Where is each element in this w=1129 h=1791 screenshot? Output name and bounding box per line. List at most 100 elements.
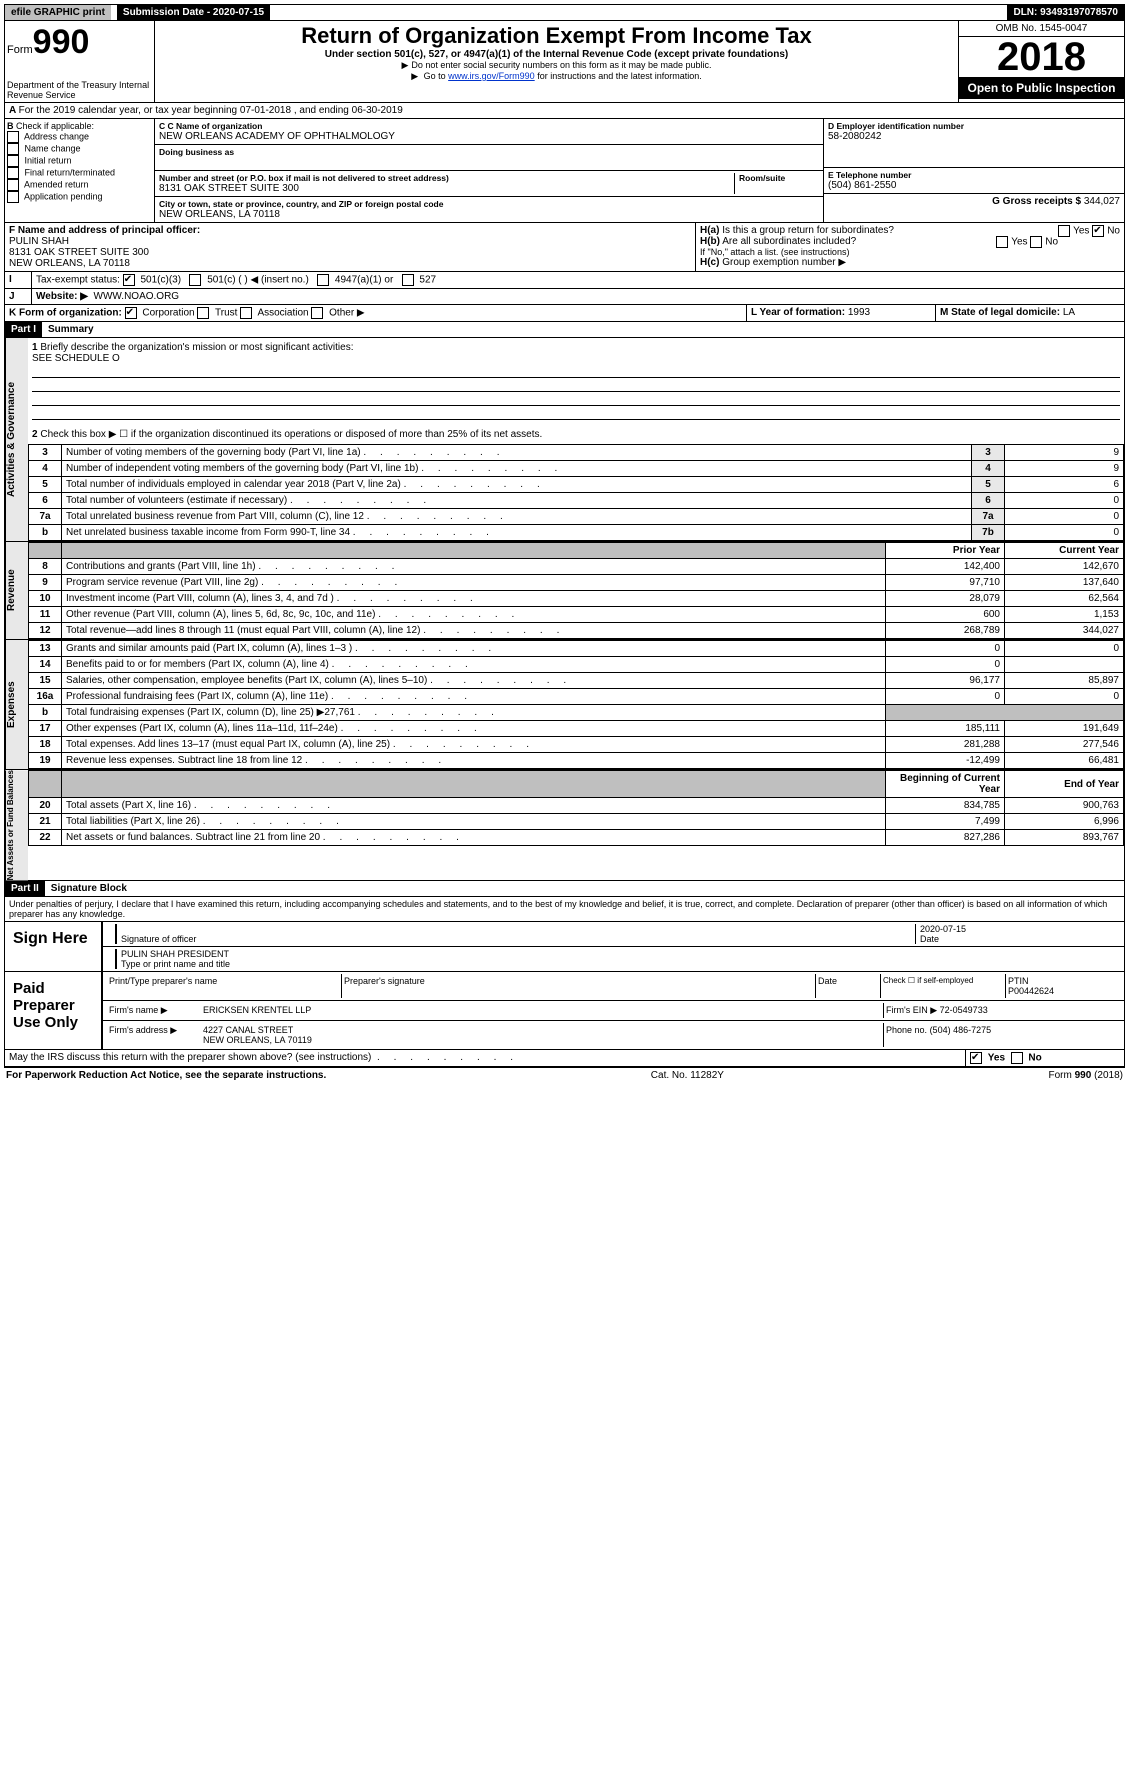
ein-label: D Employer identification number <box>828 121 964 131</box>
table-row: 3Number of voting members of the governi… <box>29 445 1124 461</box>
sign-here-block: Sign Here Signature of officer 2020-07-1… <box>4 922 1125 972</box>
vlabel-rev: Revenue <box>5 542 28 639</box>
form-header: Form990 Department of the Treasury Inter… <box>4 21 1125 103</box>
self-employed-check[interactable]: Check ☐ if self-employed <box>881 974 1006 998</box>
website: WWW.NOAO.ORG <box>94 291 180 302</box>
ha-text: Is this a group return for subordinates? <box>722 225 894 236</box>
prep-date-label: Date <box>816 974 881 998</box>
firm-phone: (504) 486-7275 <box>930 1025 992 1035</box>
city: NEW ORLEANS, LA 70118 <box>159 209 819 220</box>
k-assoc[interactable] <box>240 307 252 319</box>
table-row: 6Total number of volunteers (estimate if… <box>29 493 1124 509</box>
l2-text: Check this box ▶ ☐ if the organization d… <box>40 429 542 440</box>
table-row: 13Grants and similar amounts paid (Part … <box>29 641 1124 657</box>
table-row: 12Total revenue—add lines 8 through 11 (… <box>29 623 1124 639</box>
table-row: 17Other expenses (Part IX, column (A), l… <box>29 721 1124 737</box>
i-501c3[interactable] <box>123 274 135 286</box>
hb-text: Are all subordinates included? <box>722 236 856 247</box>
vlabel-na: Net Assets or Fund Balances <box>5 770 28 880</box>
form-subtitle: Under section 501(c), 527, or 4947(a)(1)… <box>159 49 954 60</box>
dept-treasury: Department of the Treasury Internal Reve… <box>7 80 152 100</box>
org-name-label: C C Name of organization <box>159 121 819 131</box>
b-opt-check[interactable] <box>7 131 19 143</box>
discuss-no[interactable] <box>1011 1052 1023 1064</box>
cat-no: Cat. No. 11282Y <box>651 1070 724 1081</box>
gross-label: G Gross receipts $ <box>992 196 1081 207</box>
page-footer: For Paperwork Reduction Act Notice, see … <box>4 1067 1125 1083</box>
firm-name-label: Firm's name ▶ <box>107 1003 201 1018</box>
phone: (504) 861-2550 <box>828 180 1120 191</box>
sign-here-label: Sign Here <box>5 922 101 971</box>
table-row: 20Total assets (Part X, line 16)834,7859… <box>29 798 1124 814</box>
domicile: LA <box>1063 307 1075 318</box>
line-a: A For the 2019 calendar year, or tax yea… <box>4 103 1125 119</box>
k-trust[interactable] <box>197 307 209 319</box>
expense-block: Expenses 13Grants and similar amounts pa… <box>4 640 1125 770</box>
col-b-checkboxes: B Check if applicable: Address change Na… <box>5 119 155 222</box>
city-label: City or town, state or province, country… <box>159 199 819 209</box>
i-4947[interactable] <box>317 274 329 286</box>
gross-receipts: 344,027 <box>1084 196 1120 207</box>
b-opt-check[interactable] <box>7 167 19 179</box>
officer-addr1: 8131 OAK STREET SUITE 300 <box>9 247 149 258</box>
table-row: bTotal fundraising expenses (Part IX, co… <box>29 705 1124 721</box>
hb-note: If "No," attach a list. (see instruction… <box>700 247 1120 257</box>
hb-yes[interactable] <box>996 236 1008 248</box>
tax-year: 2018 <box>959 37 1124 77</box>
form-ref: Form 990 (2018) <box>1049 1070 1123 1081</box>
b-opt-check[interactable] <box>7 155 19 167</box>
paid-preparer-block: Paid Preparer Use Only Print/Type prepar… <box>4 972 1125 1050</box>
street: 8131 OAK STREET SUITE 300 <box>159 183 734 194</box>
i-527[interactable] <box>402 274 414 286</box>
room-label: Room/suite <box>739 173 819 183</box>
ha-yes[interactable] <box>1058 225 1070 237</box>
form-number: Form990 <box>7 23 152 62</box>
k-corp[interactable] <box>125 307 137 319</box>
firm-addr-label: Firm's address ▶ <box>107 1023 201 1047</box>
ptin: P00442624 <box>1008 986 1054 996</box>
top-bar: efile GRAPHIC print Submission Date - 20… <box>4 4 1125 21</box>
table-row: 15Salaries, other compensation, employee… <box>29 673 1124 689</box>
table-row: 18Total expenses. Add lines 13–17 (must … <box>29 737 1124 753</box>
perjury-declaration: Under penalties of perjury, I declare th… <box>4 897 1125 922</box>
l1-value: SEE SCHEDULE O <box>32 353 120 364</box>
table-row: 11Other revenue (Part VIII, column (A), … <box>29 607 1124 623</box>
table-row: 7aTotal unrelated business revenue from … <box>29 509 1124 525</box>
table-row: 22Net assets or fund balances. Subtract … <box>29 830 1124 846</box>
officer-name: PULIN SHAH <box>9 236 69 247</box>
ssn-note: Do not enter social security numbers on … <box>159 60 954 71</box>
form-title: Return of Organization Exempt From Incom… <box>159 23 954 49</box>
revenue-block: Revenue Prior YearCurrent Year 8Contribu… <box>4 542 1125 640</box>
ha-no[interactable] <box>1092 225 1104 237</box>
submission-date: Submission Date - 2020-07-15 <box>117 5 270 20</box>
entity-block: B Check if applicable: Address change Na… <box>4 119 1125 223</box>
efile-label[interactable]: efile GRAPHIC print <box>5 5 111 20</box>
klm-row: K Form of organization: Corporation Trus… <box>4 305 1125 322</box>
hb-no[interactable] <box>1030 236 1042 248</box>
table-row: 16aProfessional fundraising fees (Part I… <box>29 689 1124 705</box>
netassets-block: Net Assets or Fund Balances Beginning of… <box>4 770 1125 881</box>
b-opt-check[interactable] <box>7 191 19 203</box>
goto-note: Go to www.irs.gov/Form990 for instructio… <box>159 71 954 82</box>
website-row: J Website: ▶ WWW.NOAO.ORG <box>4 289 1125 305</box>
paid-prep-label: Paid Preparer Use Only <box>5 972 101 1049</box>
irs-link[interactable]: www.irs.gov/Form990 <box>448 71 535 81</box>
k-other[interactable] <box>311 307 323 319</box>
part2-header: Part II Signature Block <box>4 881 1125 897</box>
i-501c[interactable] <box>189 274 201 286</box>
firm-name: ERICKSEN KRENTEL LLP <box>201 1003 884 1018</box>
prep-sig-label: Preparer's signature <box>342 974 816 998</box>
b-opt-check[interactable] <box>7 143 19 155</box>
b-opt-check[interactable] <box>7 179 19 191</box>
discuss-yes[interactable] <box>970 1052 982 1064</box>
table-row: 4Number of independent voting members of… <box>29 461 1124 477</box>
vlabel-gov: Activities & Governance <box>5 338 28 541</box>
officer-label: F Name and address of principal officer: <box>9 225 200 236</box>
firm-ein: 72-0549733 <box>940 1005 988 1015</box>
table-row: 5Total number of individuals employed in… <box>29 477 1124 493</box>
org-name: NEW ORLEANS ACADEMY OF OPHTHALMOLOGY <box>159 131 819 142</box>
table-row: 10Investment income (Part VIII, column (… <box>29 591 1124 607</box>
part1-body: Activities & Governance 1 Briefly descri… <box>4 338 1125 542</box>
prep-name-label: Print/Type preparer's name <box>107 974 342 998</box>
table-row: 8Contributions and grants (Part VIII, li… <box>29 559 1124 575</box>
